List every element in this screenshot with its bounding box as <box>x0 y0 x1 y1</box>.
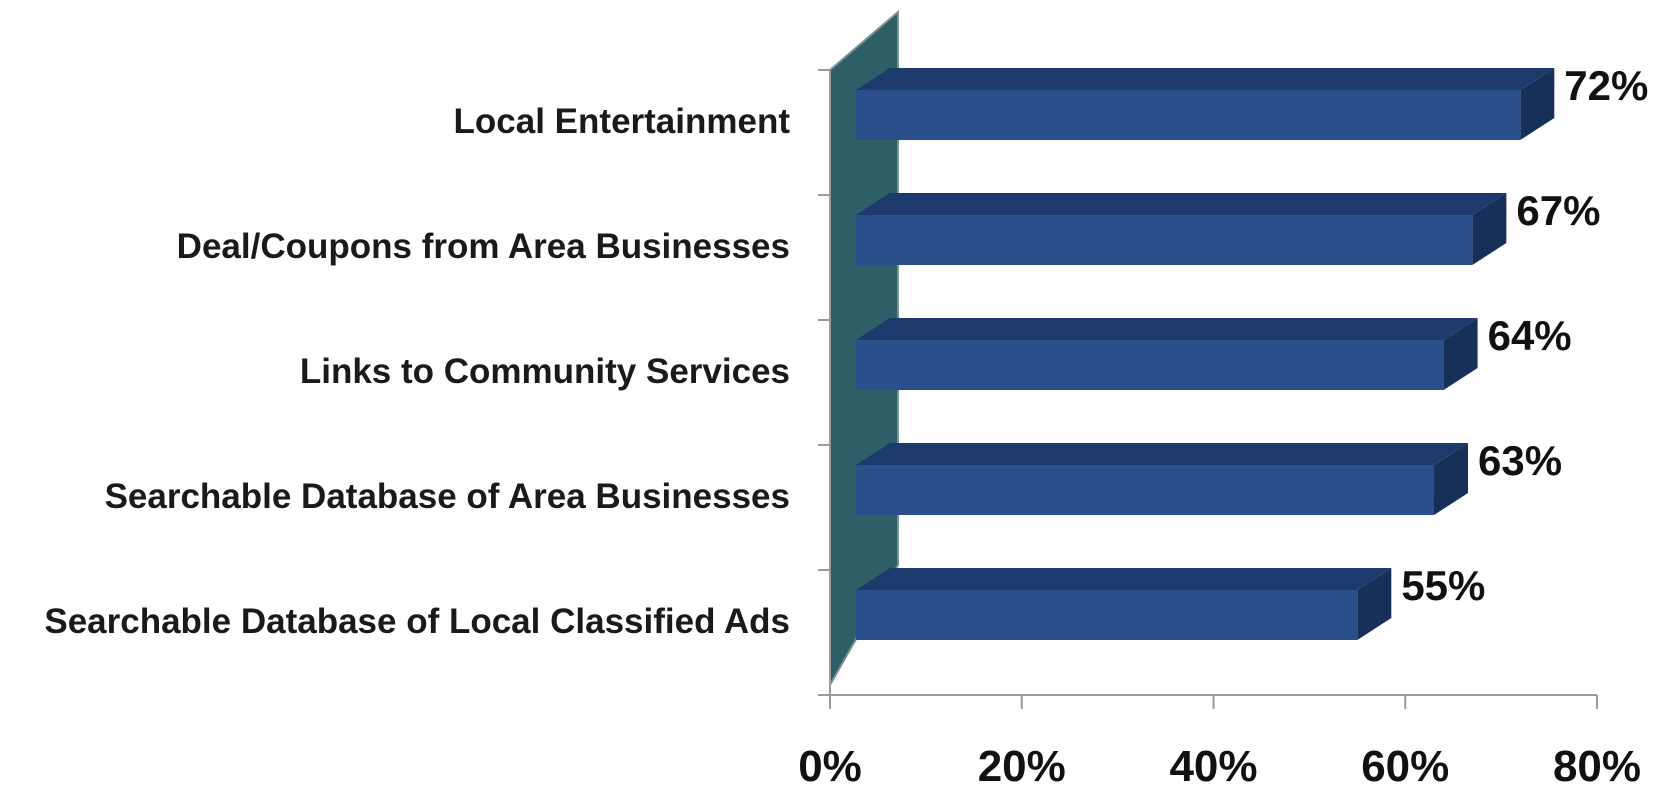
x-tick-label: 60% <box>1361 742 1449 790</box>
bar-top-face <box>856 193 1507 215</box>
bar-side-face <box>1357 568 1392 640</box>
category-label: Links to Community Services <box>300 352 790 391</box>
bar-top-face <box>856 443 1469 465</box>
bar-front-face <box>856 340 1444 390</box>
bar-top-face <box>856 68 1555 90</box>
value-label: 72% <box>1564 62 1648 109</box>
value-label: 67% <box>1516 187 1600 234</box>
bar-front-face <box>856 215 1473 265</box>
value-label: 63% <box>1478 437 1562 484</box>
x-tick-label: 40% <box>1169 742 1257 790</box>
bar-top-face <box>856 568 1392 590</box>
bar <box>856 193 1507 265</box>
bar <box>856 68 1555 140</box>
bar-front-face <box>856 465 1435 515</box>
x-tick-label: 80% <box>1553 742 1641 790</box>
x-tick-label: 20% <box>978 742 1066 790</box>
bar <box>856 318 1478 390</box>
bar-top-face <box>856 318 1478 340</box>
value-label: 64% <box>1488 312 1572 359</box>
category-label: Deal/Coupons from Area Businesses <box>177 227 790 266</box>
bar-side-face <box>1443 318 1478 390</box>
bar-side-face <box>1434 443 1469 515</box>
x-tick-label: 0% <box>798 742 862 790</box>
bar <box>856 443 1469 515</box>
bar-front-face <box>856 590 1358 640</box>
category-label: Searchable Database of Area Businesses <box>105 477 790 516</box>
category-label: Searchable Database of Local Classified … <box>44 602 790 641</box>
bar-side-face <box>1472 193 1507 265</box>
value-label: 55% <box>1401 562 1485 609</box>
category-label: Local Entertainment <box>454 102 791 141</box>
bar-front-face <box>856 90 1521 140</box>
bar <box>856 568 1392 640</box>
bar-side-face <box>1520 68 1555 140</box>
